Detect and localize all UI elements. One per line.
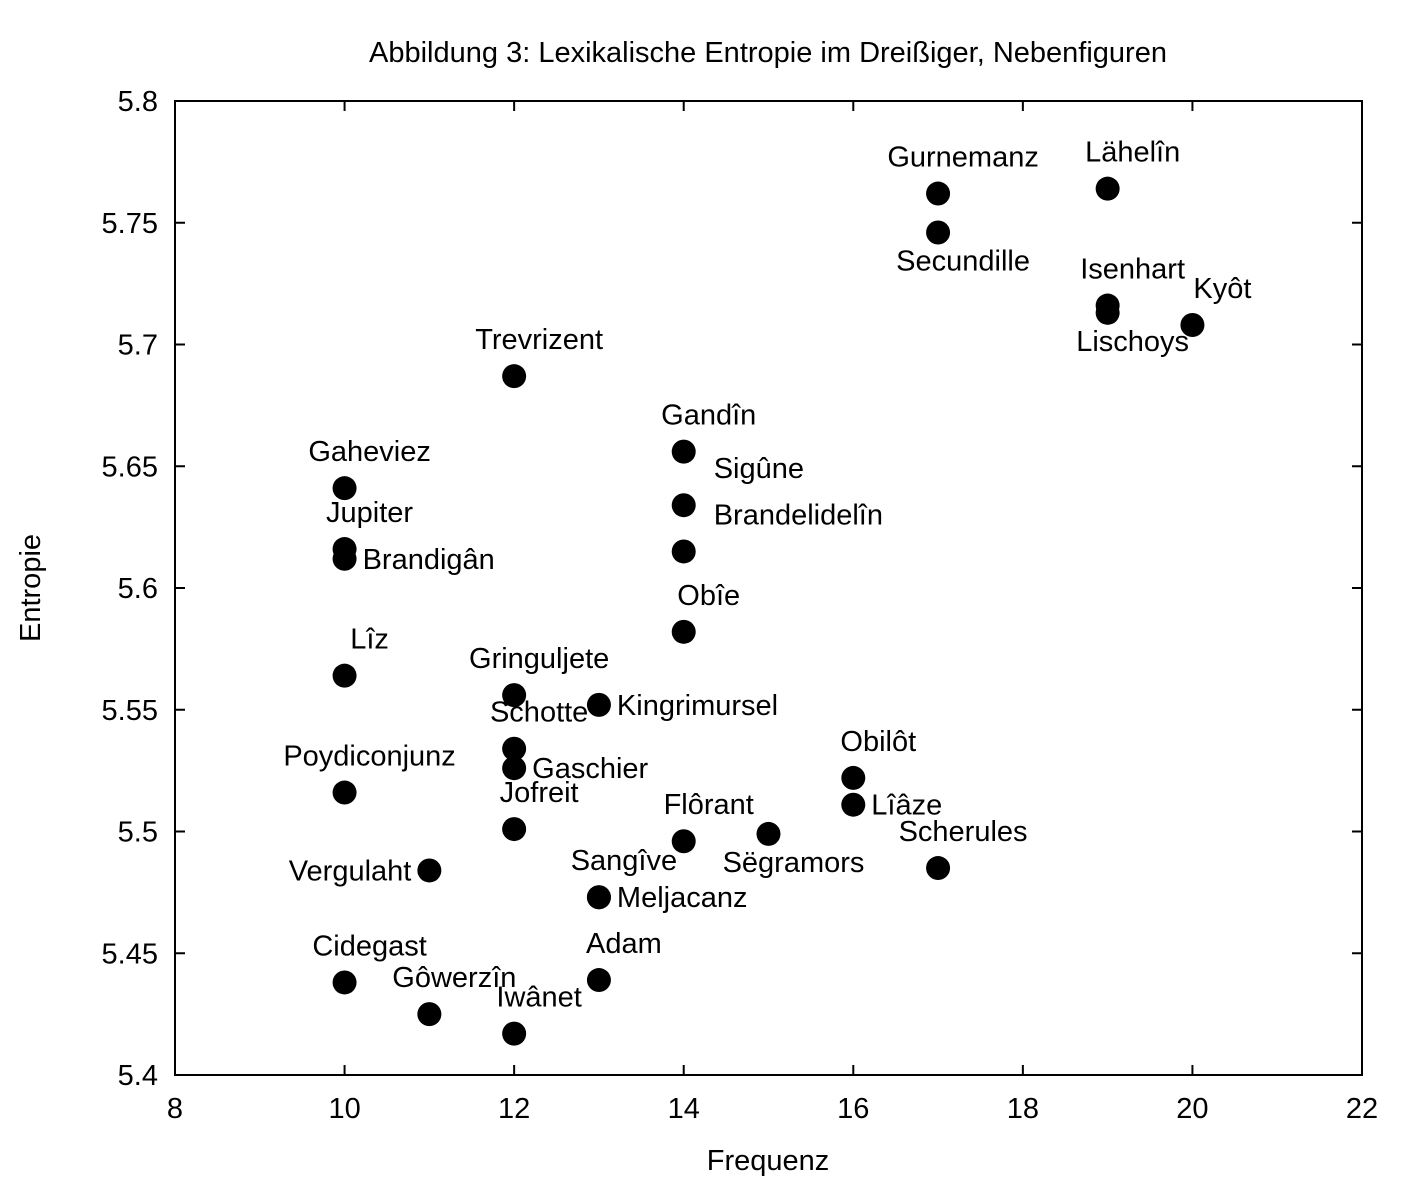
plot-frame	[174, 100, 1363, 1076]
y-axis-label: Entropie	[15, 534, 47, 642]
x-tick-label: 12	[498, 1093, 530, 1125]
point-label: Adam	[586, 928, 662, 960]
point-label: Scherules	[899, 816, 1028, 848]
point-label: Sigûne	[714, 453, 804, 485]
point-label: Trevrizent	[475, 324, 603, 356]
point-label: Meljacanz	[617, 882, 748, 914]
data-point	[332, 476, 357, 501]
data-point	[841, 792, 866, 817]
chart-title: Abbildung 3: Lexikalische Entropie im Dr…	[369, 37, 1167, 69]
point-label: Kyôt	[1193, 273, 1251, 305]
point-label: Brandigân	[363, 544, 495, 576]
x-tick-label: 14	[668, 1093, 700, 1125]
data-point	[671, 619, 696, 644]
plot-area	[174, 100, 1363, 1076]
data-point	[586, 885, 611, 910]
y-tick-label: 5.4	[118, 1060, 158, 1092]
y-tick-label: 5.7	[118, 330, 158, 362]
x-tick-label: 16	[837, 1093, 869, 1125]
x-tick-label: 18	[1007, 1093, 1039, 1125]
point-label: Gaschier	[532, 753, 648, 785]
y-tick-label: 5.55	[102, 695, 158, 727]
data-point	[417, 858, 442, 883]
point-label: Secundille	[896, 245, 1030, 277]
x-tick-label: 22	[1346, 1093, 1378, 1125]
y-tick-label: 5.5	[118, 817, 158, 849]
data-point	[502, 683, 527, 708]
data-point	[671, 539, 696, 564]
data-point	[332, 546, 357, 571]
point-label: Gaheviez	[308, 436, 431, 468]
y-axis: 5.4 5.45 5.5 5.55 5.6 5.65 5.7 5.75 5.8	[102, 86, 1362, 1092]
point-label: Lîâze	[871, 790, 942, 822]
data-point	[502, 817, 527, 842]
point-label: Poydiconjunz	[283, 741, 456, 773]
data-point	[586, 968, 611, 993]
data-point	[417, 1002, 442, 1027]
point-label: Sëgramors	[723, 847, 865, 879]
x-tick-label: 8	[167, 1093, 183, 1125]
y-tick-label: 5.6	[118, 573, 158, 605]
data-point	[502, 364, 527, 389]
data-point	[756, 821, 781, 846]
point-label: Kingrimursel	[617, 690, 778, 722]
data-points	[332, 176, 1205, 1046]
x-axis: 8 10 12 14 16 18 20 22	[167, 101, 1378, 1125]
point-label: Gandîn	[661, 400, 756, 432]
point-label: Isenhart	[1080, 254, 1185, 286]
point-labels: Gurnemanz Secundille Lähelîn Isenhart Lischo…	[283, 137, 1251, 1014]
data-point	[1180, 313, 1205, 338]
x-tick-label: 10	[328, 1093, 360, 1125]
data-point	[332, 970, 357, 995]
point-label: Lîz	[350, 624, 389, 656]
data-point	[1095, 176, 1120, 201]
point-label: Jofreit	[500, 777, 579, 809]
data-point	[671, 493, 696, 518]
y-tick-label: 5.75	[102, 208, 158, 240]
point-label: Lischoys	[1076, 326, 1189, 358]
point-label: Flôrant	[664, 789, 754, 821]
y-tick-label: 5.65	[102, 451, 158, 483]
data-point	[926, 220, 951, 245]
point-label: Schotte	[490, 697, 588, 729]
point-label: Jupiter	[326, 497, 413, 529]
point-label: Sangîve	[571, 845, 677, 877]
point-label: Vergulaht	[289, 855, 412, 887]
data-point	[502, 736, 527, 761]
x-axis-label: Frequenz	[707, 1145, 830, 1177]
point-label: Obîe	[677, 580, 740, 612]
point-label: Brandelidelîn	[714, 499, 883, 531]
point-label: Gurnemanz	[887, 142, 1039, 174]
data-point	[926, 181, 951, 206]
data-point	[502, 1021, 527, 1046]
data-point	[586, 692, 611, 717]
point-label: Gringuljete	[469, 643, 609, 675]
data-point	[671, 439, 696, 464]
y-tick-label: 5.45	[102, 938, 158, 970]
data-point	[502, 756, 527, 781]
point-label: Iwânet	[496, 982, 581, 1014]
data-point	[1095, 300, 1120, 325]
point-label: Gôwerzîn	[392, 962, 516, 994]
data-point	[332, 663, 357, 688]
data-point	[841, 765, 866, 790]
point-label: Lähelîn	[1085, 137, 1180, 169]
y-tick-label: 5.8	[118, 86, 158, 118]
data-point	[332, 780, 357, 805]
data-point	[926, 856, 951, 881]
point-label: Cidegast	[312, 930, 426, 962]
x-tick-label: 20	[1176, 1093, 1208, 1125]
point-label: Obilôt	[840, 726, 916, 758]
data-point	[671, 829, 696, 854]
